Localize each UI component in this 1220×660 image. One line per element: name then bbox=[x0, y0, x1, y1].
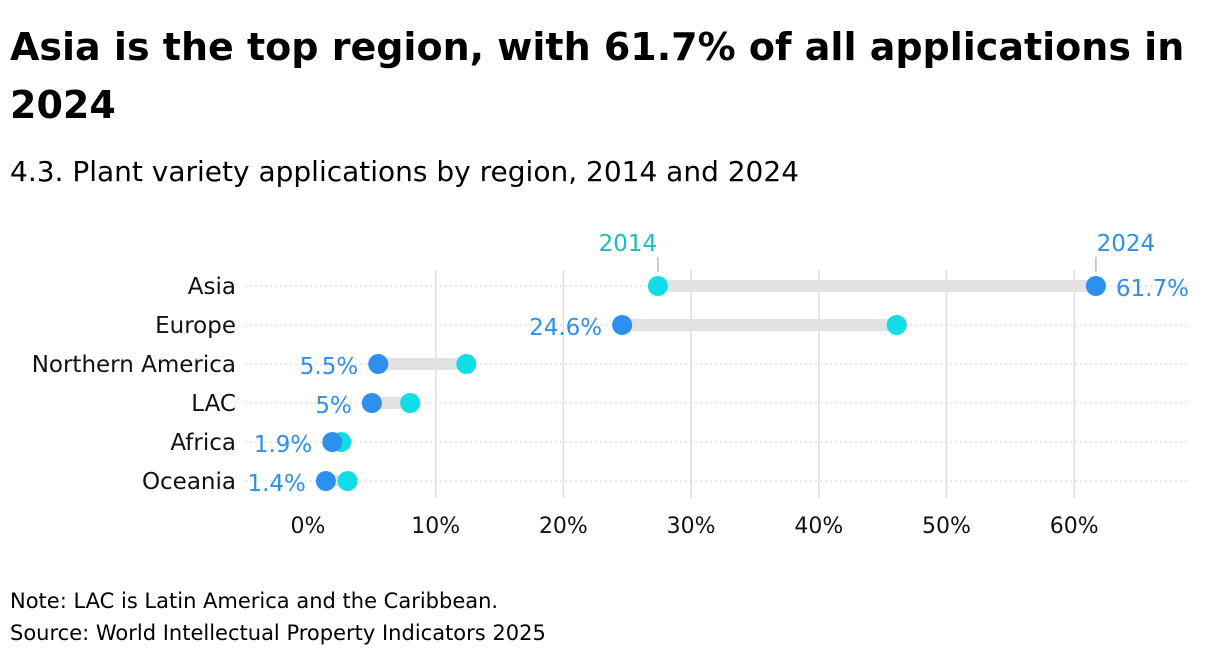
data-label: 5.5% bbox=[300, 354, 358, 380]
legend-2024: 2024 bbox=[1097, 231, 1156, 257]
x-tick-label: 50% bbox=[922, 514, 971, 539]
category-labels: Asia Europe Northern America LAC Africa Ocean… bbox=[32, 274, 236, 495]
x-tick-label: 60% bbox=[1050, 514, 1099, 539]
grid-lines bbox=[434, 270, 1075, 498]
point-2024 bbox=[322, 432, 343, 452]
data-labels: 61.7% 24.6% 5.5% 5%1.9% 1.4% bbox=[247, 276, 1189, 497]
x-tick-label: 40% bbox=[794, 514, 843, 539]
source-text: Source: World Intellectual Property Indi… bbox=[10, 621, 546, 645]
connectors bbox=[325, 280, 1096, 487]
point-2024 bbox=[315, 471, 336, 491]
series-legend: 2014 2024 bbox=[599, 231, 1156, 272]
category-label: Oceania bbox=[142, 469, 236, 495]
x-tick-label: 0% bbox=[291, 514, 326, 539]
category-label: Europe bbox=[155, 313, 236, 339]
points bbox=[315, 276, 1106, 491]
data-label: 1.9% bbox=[254, 432, 312, 458]
point-2024 bbox=[1085, 276, 1106, 296]
category-label: LAC bbox=[191, 391, 236, 417]
x-axis-ticks: 0% 10% 20% 30% 40% 50% 60% bbox=[291, 514, 1099, 539]
data-label: 61.7% bbox=[1116, 276, 1189, 302]
chart-subtitle: 4.3. Plant variety applications by regio… bbox=[10, 155, 800, 188]
point-2024 bbox=[368, 354, 389, 374]
x-tick-label: 10% bbox=[411, 514, 460, 539]
x-tick-label: 30% bbox=[667, 514, 716, 539]
footnote: Note: LAC is Latin America and the Carib… bbox=[10, 589, 499, 613]
point-2024 bbox=[361, 393, 382, 413]
x-tick-label: 20% bbox=[539, 514, 588, 539]
point-2024 bbox=[612, 315, 633, 335]
point-2014 bbox=[400, 393, 421, 413]
dumbbell-chart: Asia Europe Northern America LAC Africa Ocean… bbox=[32, 231, 1190, 539]
category-label: Africa bbox=[170, 430, 236, 456]
data-label: 24.6% bbox=[529, 315, 602, 341]
category-label: Northern America bbox=[32, 352, 236, 378]
point-2014 bbox=[886, 315, 907, 335]
point-2014 bbox=[337, 471, 358, 491]
data-label: 1.4% bbox=[247, 471, 305, 497]
category-label: Asia bbox=[188, 274, 236, 300]
legend-2014: 2014 bbox=[599, 231, 658, 257]
point-2014 bbox=[456, 354, 477, 374]
page-title: Asia is the top region, with 61.7% of al… bbox=[10, 25, 1185, 127]
data-label: 5% bbox=[315, 393, 352, 419]
row-guides bbox=[245, 285, 1190, 482]
point-2014 bbox=[647, 276, 668, 296]
